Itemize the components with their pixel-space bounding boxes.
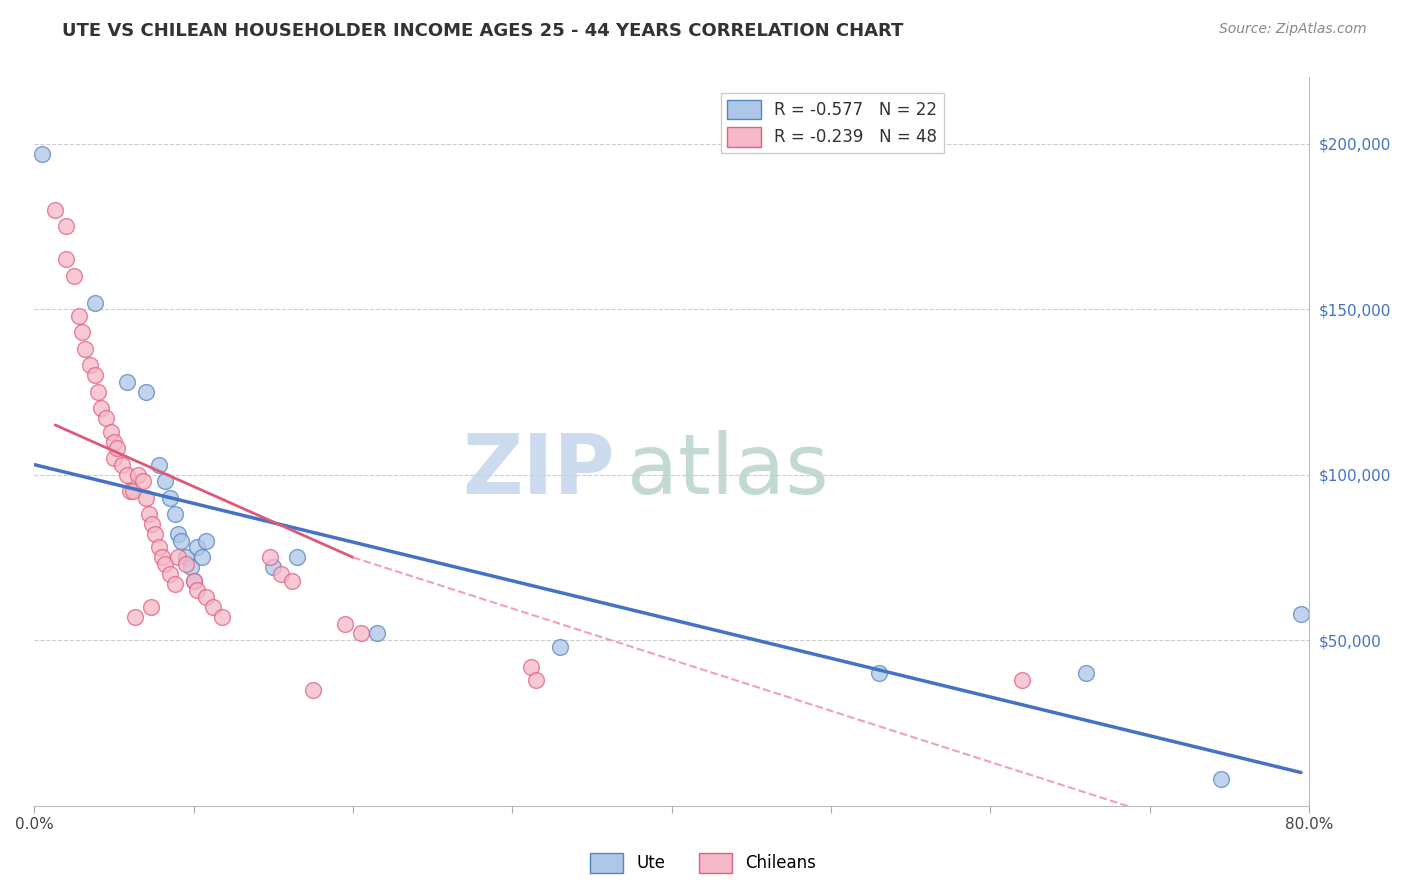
Point: [55, 219, 77, 234]
Point: [285, 550, 308, 565]
Point: [166, 527, 188, 541]
Point: [159, 491, 181, 505]
Point: [179, 560, 201, 574]
Point: [135, 491, 157, 505]
Point: [141, 517, 163, 532]
Point: [70, 326, 93, 340]
Point: [270, 566, 292, 581]
Point: [135, 384, 157, 399]
Legend: R = -0.577   N = 22, R = -0.239   N = 48: R = -0.577 N = 22, R = -0.239 N = 48: [721, 93, 943, 153]
Point: [520, 659, 543, 673]
Text: atlas: atlas: [627, 430, 828, 511]
Point: [145, 527, 167, 541]
Point: [63, 268, 86, 283]
Point: [166, 550, 188, 565]
Point: [262, 560, 284, 574]
Point: [75, 342, 97, 356]
Point: [183, 574, 205, 588]
Point: [132, 475, 155, 489]
Point: [153, 557, 176, 571]
Point: [84, 295, 107, 310]
Point: [302, 682, 325, 697]
Legend: Ute, Chileans: Ute, Chileans: [583, 847, 823, 880]
Point: [111, 458, 134, 472]
Point: [174, 550, 197, 565]
Point: [148, 458, 170, 472]
Point: [115, 375, 138, 389]
Point: [118, 484, 141, 499]
Point: [186, 541, 208, 555]
Point: [100, 425, 122, 439]
Point: [67, 309, 90, 323]
Point: [122, 484, 145, 499]
Point: [190, 550, 212, 565]
Point: [1289, 607, 1312, 621]
Point: [195, 590, 218, 604]
Point: [186, 583, 208, 598]
Point: [170, 533, 193, 548]
Point: [103, 434, 125, 449]
Point: [183, 574, 205, 588]
Point: [150, 550, 173, 565]
Point: [44, 202, 66, 217]
Point: [163, 577, 186, 591]
Point: [201, 600, 224, 615]
Point: [163, 508, 186, 522]
Point: [153, 475, 176, 489]
Point: [259, 550, 281, 565]
Point: [195, 533, 218, 548]
Point: [211, 610, 233, 624]
Point: [124, 610, 146, 624]
Point: [90, 401, 112, 416]
Point: [79, 359, 101, 373]
Point: [350, 626, 373, 640]
Point: [366, 626, 388, 640]
Point: [138, 508, 160, 522]
Point: [159, 566, 181, 581]
Text: ZIP: ZIP: [461, 430, 614, 511]
Point: [31, 146, 53, 161]
Point: [868, 666, 890, 681]
Point: [115, 467, 138, 482]
Point: [548, 640, 571, 654]
Point: [94, 411, 117, 425]
Point: [84, 368, 107, 383]
Point: [55, 252, 77, 267]
Text: Source: ZipAtlas.com: Source: ZipAtlas.com: [1219, 22, 1367, 37]
Point: [127, 467, 149, 482]
Point: [105, 441, 128, 455]
Text: UTE VS CHILEAN HOUSEHOLDER INCOME AGES 25 - 44 YEARS CORRELATION CHART: UTE VS CHILEAN HOUSEHOLDER INCOME AGES 2…: [62, 22, 903, 40]
Point: [87, 384, 110, 399]
Point: [174, 557, 197, 571]
Point: [1074, 666, 1097, 681]
Point: [1011, 673, 1033, 687]
Point: [103, 451, 125, 466]
Point: [524, 673, 547, 687]
Point: [148, 541, 170, 555]
Point: [281, 574, 304, 588]
Point: [1211, 772, 1233, 786]
Point: [333, 616, 356, 631]
Point: [139, 600, 162, 615]
